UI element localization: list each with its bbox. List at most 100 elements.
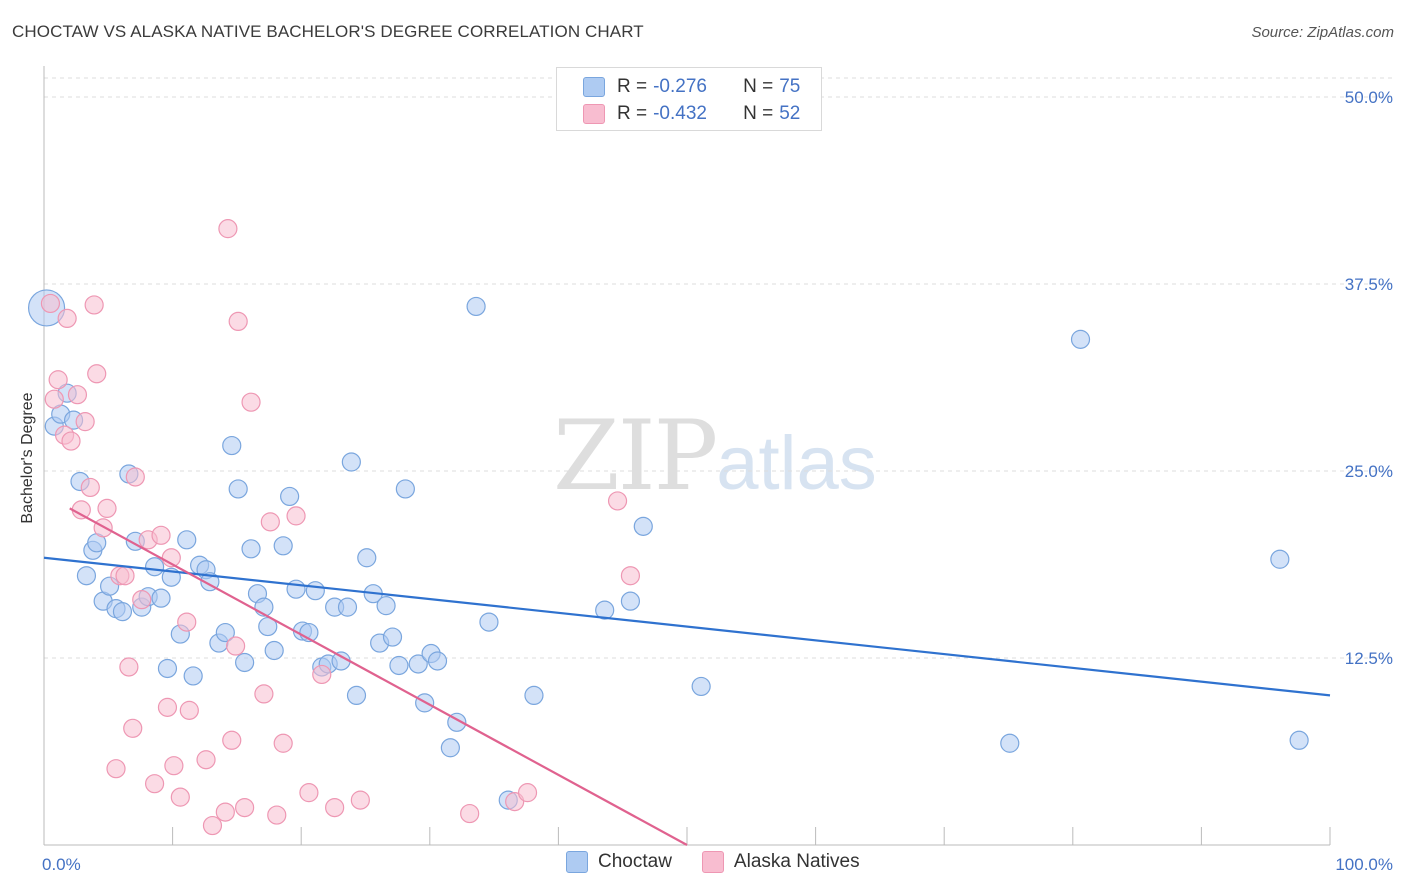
series-label-alaska-natives: Alaska Natives	[733, 851, 860, 872]
legend-n-label: N =	[743, 103, 774, 124]
legend-r-label: R =	[617, 76, 648, 97]
source-label: Source: ZipAtlas.com	[1251, 24, 1394, 41]
alaska-native-point	[228, 311, 248, 331]
alaska-native-point	[164, 756, 184, 776]
alaska-native-point	[325, 797, 345, 818]
alaska-native-point	[125, 467, 145, 487]
alaska-native-point	[215, 802, 235, 822]
alaska-native-point	[119, 657, 139, 677]
choctaw-point	[1289, 730, 1309, 750]
x-tick-label: 0.0%	[42, 855, 81, 874]
choctaw-point	[395, 479, 415, 499]
alaska-native-point	[48, 370, 68, 390]
y-tick-label: 37.5%	[1345, 275, 1393, 294]
alaska-native-point	[241, 392, 261, 412]
choctaw-point	[222, 435, 242, 456]
alaska-native-point	[312, 664, 332, 685]
choctaw-point	[408, 654, 428, 674]
y-tick-label: 50.0%	[1345, 88, 1393, 107]
alaska-native-point	[196, 750, 216, 770]
y-axis-title: Bachelor's Degree	[19, 392, 36, 523]
choctaw-point	[264, 640, 284, 661]
legend-row-choctaw: R = -0.276 N = 75	[583, 75, 800, 99]
choctaw-point	[357, 548, 377, 568]
choctaw-point	[1070, 329, 1091, 349]
alaska-native-point	[202, 815, 223, 836]
legend-r-value: -0.276	[653, 76, 707, 97]
alaska-native-point	[87, 364, 107, 384]
choctaw-point	[346, 685, 367, 706]
alaska-native-point	[106, 759, 126, 779]
choctaw-point	[215, 622, 235, 643]
choctaw-point	[241, 539, 261, 559]
legend-row-alaska-natives: R = -0.432 N = 52	[583, 102, 800, 126]
alaska-native-point	[80, 477, 100, 498]
choctaw-point	[112, 602, 133, 622]
choctaw-point	[177, 530, 197, 550]
alaska-native-point	[177, 612, 197, 632]
choctaw-point	[376, 596, 396, 616]
choctaw-point	[235, 652, 255, 673]
alaska-native-point	[222, 730, 242, 750]
choctaw-point	[691, 676, 711, 697]
alaska-native-point	[179, 700, 199, 720]
choctaw-point	[280, 486, 300, 507]
choctaw-point	[337, 597, 358, 617]
choctaw-point	[524, 685, 544, 706]
choctaw-point	[305, 581, 325, 601]
alaska-native-point	[75, 412, 95, 432]
y-tick-label: 12.5%	[1345, 649, 1393, 668]
series-swatch-alaska-natives	[701, 851, 724, 873]
alaska-native-point	[40, 293, 61, 314]
choctaw-point	[382, 627, 403, 647]
series-legend-alaska-natives[interactable]: Alaska Natives	[701, 851, 860, 873]
legend-swatch-choctaw	[583, 77, 605, 97]
choctaw-point	[466, 296, 486, 317]
alaska-native-point	[132, 590, 152, 610]
choctaw-point	[427, 651, 448, 671]
alaska-native-point	[517, 783, 538, 803]
series-legend: Choctaw Alaska Natives	[566, 851, 890, 873]
choctaw-point	[389, 655, 409, 676]
series-label-choctaw: Choctaw	[598, 851, 672, 872]
watermark-zip: ZIP	[553, 400, 718, 512]
chart-title: CHOCTAW VS ALASKA NATIVE BACHELOR'S DEGR…	[12, 22, 644, 41]
alaska-native-point	[84, 295, 104, 315]
zipatlas-watermark: ZIPatlas	[553, 400, 877, 512]
alaska-native-point	[115, 566, 135, 586]
legend-n-value: 75	[779, 76, 801, 97]
alaska-native-point	[123, 718, 143, 738]
legend-n-value: 52	[779, 103, 801, 124]
choctaw-point	[151, 588, 171, 608]
alaska-native-point	[170, 787, 190, 807]
alaska-native-point	[607, 491, 628, 511]
choctaw-point	[1270, 549, 1290, 569]
alaska-native-point	[299, 783, 319, 803]
y-tick-label: 25.0%	[1345, 462, 1393, 481]
alaska-native-point	[44, 389, 64, 409]
choctaw-point	[228, 479, 248, 499]
alaska-native-point	[67, 385, 88, 405]
alaska-native-point	[235, 797, 255, 818]
choctaw-trend-line	[43, 556, 1331, 697]
choctaw-point	[157, 658, 178, 679]
alaska-native-point	[218, 219, 238, 239]
choctaw-point	[633, 516, 653, 536]
legend-swatch-alaska-natives	[583, 104, 605, 124]
choctaw-point	[286, 579, 306, 599]
series-swatch-choctaw	[566, 851, 588, 873]
choctaw-point	[620, 591, 641, 611]
legend-r-label: R =	[617, 103, 648, 124]
legend-n-label: N =	[743, 76, 774, 97]
alaska-native-point	[57, 308, 77, 329]
alaska-native-point	[144, 774, 165, 794]
series-legend-choctaw[interactable]: Choctaw	[566, 851, 672, 873]
alaska-native-point	[267, 805, 287, 825]
choctaw-point	[1000, 733, 1020, 753]
alaska-native-point	[97, 498, 117, 518]
alaska-native-point	[350, 790, 370, 810]
alaska-native-point	[286, 506, 306, 526]
alaska-native-point	[620, 566, 641, 586]
choctaw-point	[144, 557, 165, 577]
alaska-native-point	[226, 636, 246, 656]
